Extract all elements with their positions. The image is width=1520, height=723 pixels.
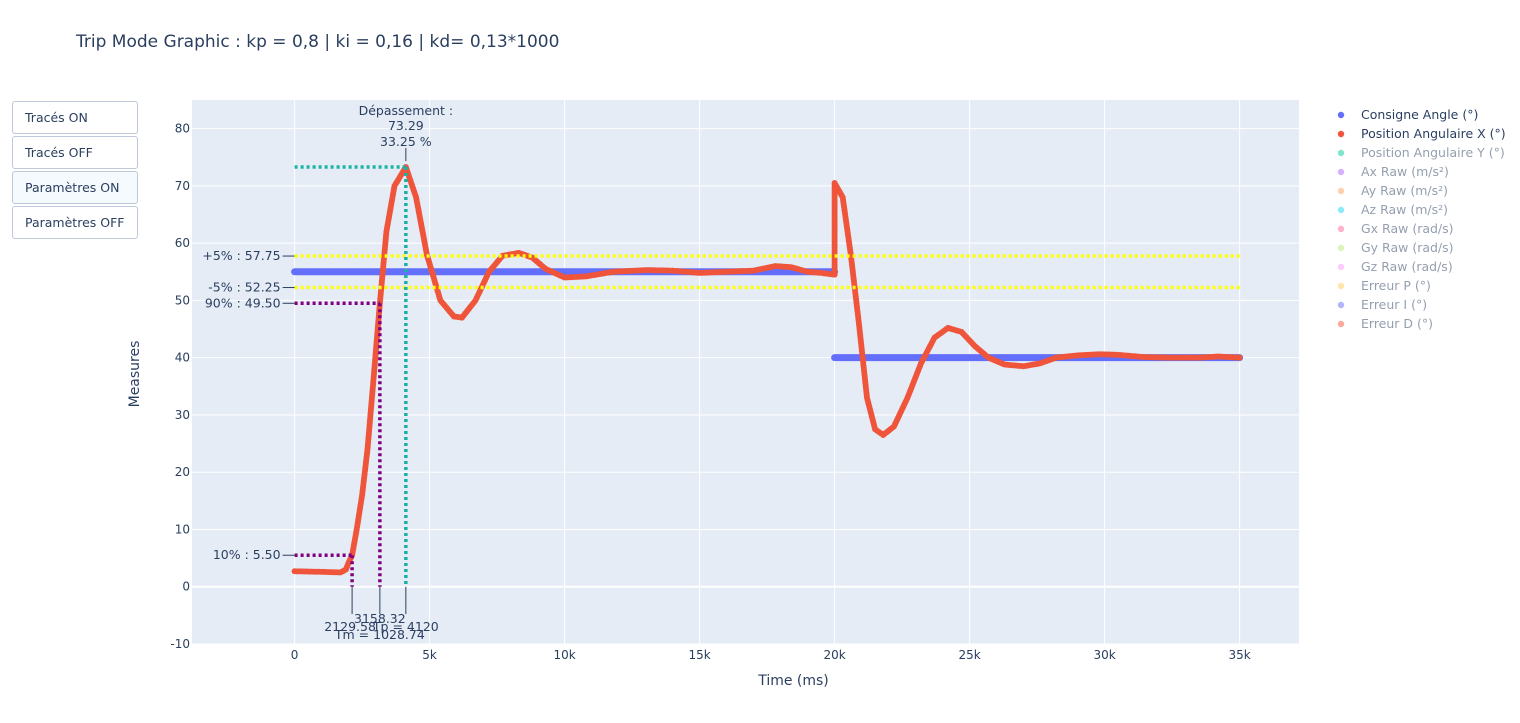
legend-marker <box>1337 130 1345 138</box>
plot-area <box>192 100 1299 644</box>
y-axis-label: Measures <box>127 341 143 408</box>
legend: Consigne Angle (°) Position Angulaire X (… <box>1337 107 1506 331</box>
legend-marker <box>1337 263 1345 271</box>
legend-entry: Consigne Angle (°) <box>1361 107 1478 122</box>
legend-entry: Erreur I (°) <box>1361 297 1427 312</box>
tm-annotation: Tm = 1028.74 <box>334 627 425 642</box>
x-tick-label: 25k <box>958 648 980 662</box>
y-tick-label: 80 <box>175 122 190 136</box>
legend-entry: Az Raw (m/s²) <box>1361 202 1448 217</box>
x-tick-label: 30k <box>1093 648 1115 662</box>
y-tick-label: 0 <box>182 580 190 594</box>
t90-annotation: 3158.32 <box>354 611 406 626</box>
legend-marker <box>1337 301 1345 309</box>
legend-marker <box>1337 320 1345 328</box>
legend-entry: Gz Raw (rad/s) <box>1361 259 1453 274</box>
legend-marker <box>1337 244 1345 252</box>
x-tick-label: 5k <box>422 648 437 662</box>
legend-entry: Position Angulaire X (°) <box>1361 126 1506 141</box>
y-tick-label: -10 <box>170 637 190 651</box>
t10-annotation: 2129.58 <box>324 619 376 634</box>
tp-annotation: Tp = 4120 <box>372 619 439 634</box>
y-tick-label: 60 <box>175 236 190 250</box>
y-tick-label: 10 <box>175 522 190 536</box>
reference-label: +5% : 57.75 <box>202 248 280 263</box>
legend-entry: Gx Raw (rad/s) <box>1361 221 1454 236</box>
legend-entry: Ay Raw (m/s²) <box>1361 183 1448 198</box>
update-menu: Tracés ON Tracés OFF Paramètres ON Param… <box>12 101 138 241</box>
legend-marker <box>1337 111 1345 119</box>
y-tick-label: 20 <box>175 465 190 479</box>
legend-marker <box>1337 187 1345 195</box>
y-tick-label: 30 <box>175 408 190 422</box>
legend-entry: Erreur P (°) <box>1361 278 1431 293</box>
position-x-point <box>1236 354 1243 361</box>
y-tick-label: 40 <box>175 351 190 365</box>
legend-entry: Gy Raw (rad/s) <box>1361 240 1454 255</box>
x-tick-label: 10k <box>553 648 575 662</box>
reference-label: 90% : 49.50 <box>205 295 281 310</box>
overshoot-annotation-title: Dépassement : <box>359 103 454 118</box>
legend-marker <box>1337 149 1345 157</box>
traces-on-button[interactable]: Tracés ON <box>12 101 138 134</box>
parametres-off-button[interactable]: Paramètres OFF <box>12 206 138 239</box>
y-tick-label: 70 <box>175 179 190 193</box>
overshoot-annotation-percent: 33.25 % <box>380 134 432 149</box>
traces-off-button[interactable]: Tracés OFF <box>12 136 138 169</box>
legend-marker <box>1337 168 1345 176</box>
chart-title: Trip Mode Graphic : kp = 0,8 | ki = 0,16… <box>76 32 560 52</box>
legend-entry: Erreur D (°) <box>1361 316 1433 331</box>
x-tick-label: 35k <box>1228 648 1250 662</box>
x-tick-label: 15k <box>688 648 710 662</box>
reference-label: 10% : 5.50 <box>213 547 281 562</box>
overshoot-annotation-value: 73.29 <box>388 118 424 133</box>
annotations: Dépassement : 73.29 33.25 % 3158.32 2129… <box>324 103 453 642</box>
axes: 0 5k 10k 15k 20k 25k 30k 35k -10 0 10 20 30 40 50 60 70 8… <box>170 122 1250 662</box>
y-tick-label: 50 <box>175 293 190 307</box>
legend-marker <box>1337 225 1345 233</box>
reference-label: -5% : 52.25 <box>208 280 280 295</box>
legend-marker <box>1337 206 1345 214</box>
legend-marker <box>1337 282 1345 290</box>
x-tick-label: 0 <box>291 648 299 662</box>
legend-entry: Position Angulaire Y (°) <box>1361 145 1505 160</box>
legend-entry: Ax Raw (m/s²) <box>1361 164 1449 179</box>
parametres-on-button[interactable]: Paramètres ON <box>12 171 138 204</box>
x-tick-label: 20k <box>823 648 845 662</box>
x-axis-label: Time (ms) <box>757 673 829 689</box>
